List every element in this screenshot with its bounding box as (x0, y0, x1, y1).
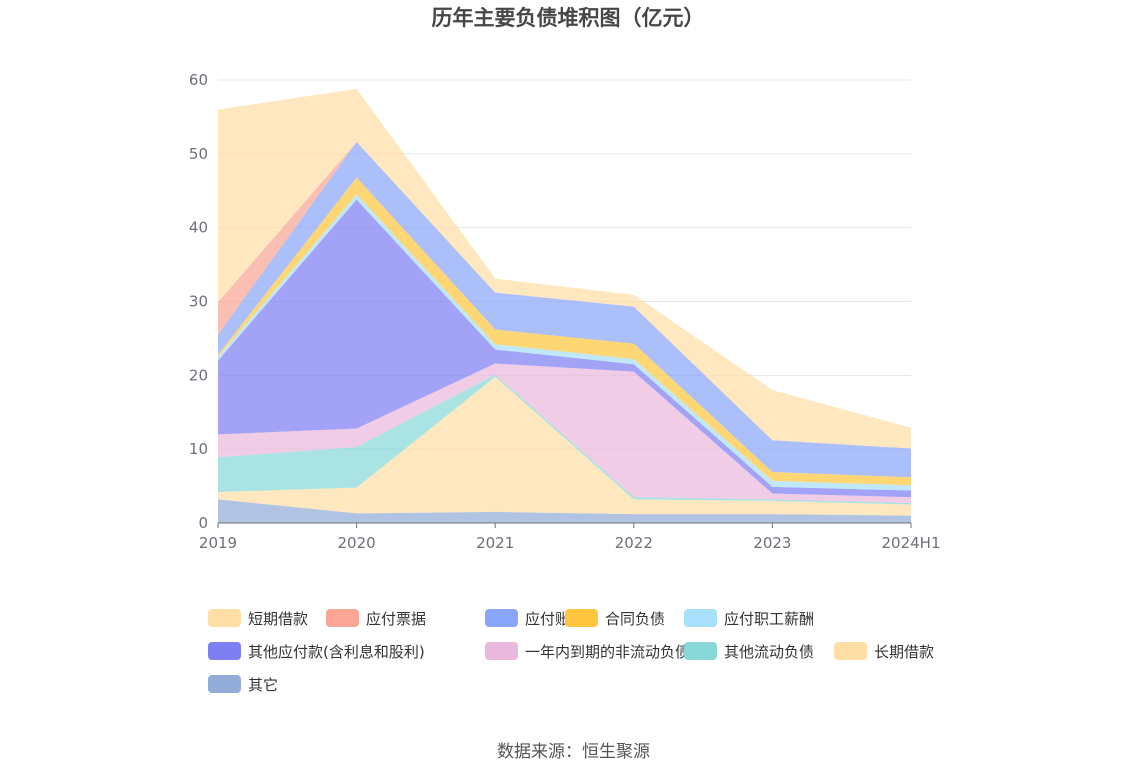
y-tick-label: 40 (189, 219, 208, 237)
legend-label: 其它 (248, 675, 279, 694)
area-layer (218, 88, 911, 523)
legend-swatch (565, 609, 598, 627)
axis-layer: 0 10 20 30 40 50 60 2019 2020 2021 2022 2023 2024H1 (189, 71, 941, 552)
series-area-7 (218, 142, 911, 478)
legend-label: 其他应付款(含利息和股利) (248, 642, 425, 661)
x-tick-label: 2021 (476, 534, 514, 552)
legend-label: 应付票据 (366, 609, 427, 628)
legend-swatch (208, 609, 241, 627)
legend-item[interactable]: 合同负债 (565, 606, 665, 630)
legend-swatch (684, 609, 717, 627)
y-tick-label: 0 (198, 514, 208, 532)
legend-item[interactable]: 长期借款 (834, 639, 934, 663)
legend-swatch (208, 642, 241, 660)
legend-item[interactable]: 其他流动负债 (684, 639, 814, 663)
chart-title: 历年主要负债堆积图（亿元） (432, 6, 705, 30)
x-tick-label: 2023 (753, 534, 791, 552)
y-tick-label: 60 (189, 71, 208, 89)
legend-swatch (834, 642, 867, 660)
data-source: 数据来源：恒生聚源 (497, 742, 650, 762)
legend-label: 应付职工薪酬 (724, 609, 815, 628)
series-area-4 (218, 199, 911, 498)
legend-item[interactable]: 应付职工薪酬 (684, 606, 814, 630)
x-tick-label: 2022 (615, 534, 653, 552)
legend-label: 短期借款 (248, 609, 309, 628)
series-area-3 (218, 363, 911, 504)
legend-label: 其他流动负债 (724, 642, 815, 661)
legend-item[interactable]: 短期借款 (208, 606, 308, 630)
legend-label: 长期借款 (874, 642, 935, 661)
legend-item[interactable]: 其它 (208, 672, 278, 696)
legend-label: 合同负债 (605, 609, 666, 628)
series-area-9 (218, 88, 911, 449)
x-tick-label: 2024H1 (882, 534, 941, 552)
series-area-0 (218, 499, 911, 523)
legend-swatch (326, 609, 359, 627)
legend-swatch (208, 675, 241, 693)
legend-label: 一年内到期的非流动负债 (525, 642, 691, 661)
y-tick-label: 50 (189, 145, 208, 163)
y-tick-label: 30 (189, 293, 208, 311)
series-area-1 (218, 376, 911, 516)
legend-swatch (485, 642, 518, 660)
y-tick-label: 20 (189, 366, 208, 384)
legend-item[interactable]: 其他应付款(含利息和股利) (208, 639, 425, 663)
legend-item[interactable]: 应付票据 (326, 606, 426, 630)
legend-swatch (684, 642, 717, 660)
x-tick-label: 2019 (199, 534, 237, 552)
x-tick-label: 2020 (338, 534, 376, 552)
y-tick-label: 10 (189, 440, 208, 458)
legend-swatch (485, 609, 518, 627)
legend-item[interactable]: 一年内到期的非流动负债 (485, 639, 690, 663)
